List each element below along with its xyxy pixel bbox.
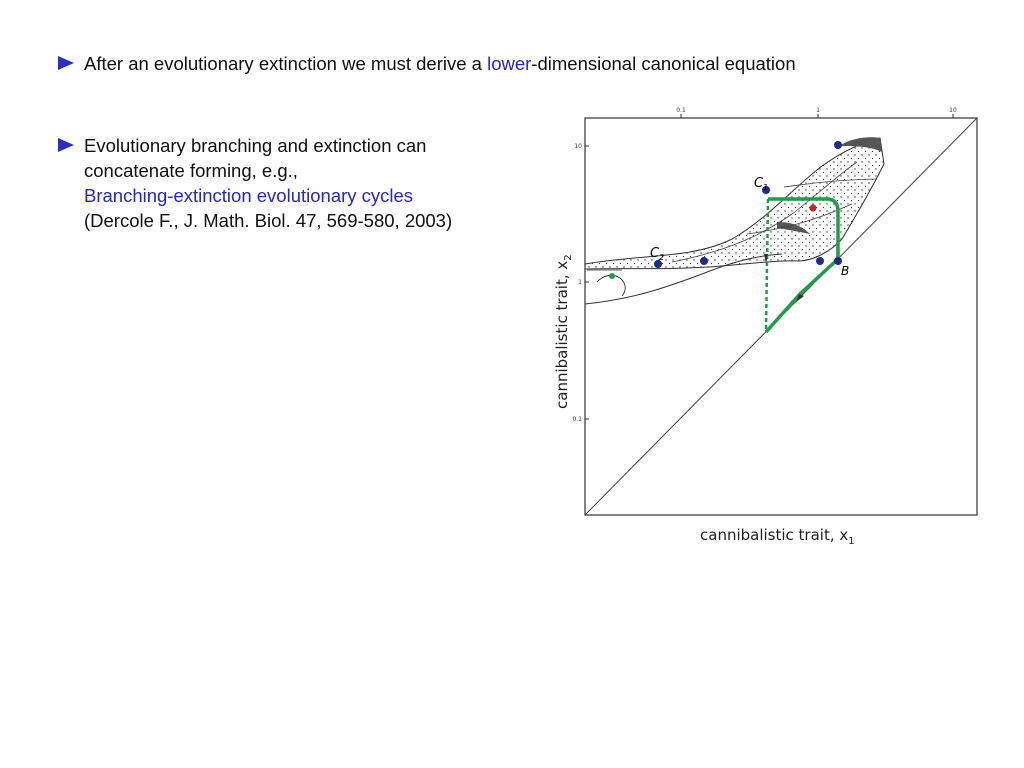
point-green bbox=[609, 273, 615, 279]
cycle-arrowhead-icon bbox=[764, 254, 768, 264]
text-post: -dimensional canonical equation bbox=[531, 53, 796, 74]
inner-curve bbox=[783, 178, 878, 188]
text-line-citation: (Dercole F., J. Math. Biol. 47, 569-580,… bbox=[84, 210, 453, 231]
dotted-coexistence-region bbox=[584, 137, 885, 270]
bullet-extinction: After an evolutionary extinction we must… bbox=[58, 51, 796, 76]
point-top bbox=[834, 141, 842, 149]
bullet-arrow-icon bbox=[58, 56, 74, 70]
left-axis-ticks: 10 1 0.1 bbox=[572, 143, 589, 423]
bullet-text: After an evolutionary extinction we must… bbox=[84, 51, 796, 76]
bullet-branching: Evolutionary branching and extinction ca… bbox=[58, 133, 528, 233]
point-branching bbox=[700, 257, 708, 265]
top-tick-label: 10 bbox=[949, 107, 957, 114]
point-left-of-b bbox=[816, 257, 824, 265]
top-tick-label: 1 bbox=[816, 107, 820, 114]
text-pre: After an evolutionary extinction we must… bbox=[84, 53, 488, 74]
cycle-solid-path bbox=[764, 197, 840, 334]
top-axis-ticks: 0.1 1 10 bbox=[676, 107, 957, 118]
lower-boundary-curve bbox=[584, 253, 783, 305]
text-line-2: concatenate forming, e.g., bbox=[84, 160, 298, 181]
inner-curve bbox=[671, 161, 858, 263]
label-c2: C2 bbox=[650, 246, 664, 262]
point-c2 bbox=[654, 260, 662, 268]
bifurcation-figure: 0.1 1 10 10 1 0.1 C1 C2 bbox=[553, 107, 978, 547]
cycle-dashed-path bbox=[764, 198, 770, 333]
point-b bbox=[834, 257, 842, 265]
bullet-text: Evolutionary branching and extinction ca… bbox=[84, 133, 452, 233]
dark-region-mid bbox=[777, 222, 810, 234]
left-tick-label: 1 bbox=[578, 279, 582, 286]
text-highlight-lower: lower bbox=[487, 53, 532, 74]
point-c1 bbox=[762, 186, 770, 194]
left-loop-curve bbox=[596, 274, 626, 297]
text-line-cycles: Branching-extinction evolutionary cycles bbox=[84, 185, 414, 206]
left-tick-label: 10 bbox=[574, 143, 582, 150]
top-tick-label: 0.1 bbox=[676, 107, 686, 114]
y-axis-label: cannibalistic trait, x2 bbox=[553, 254, 574, 409]
plot-frame bbox=[584, 117, 978, 516]
dark-region-top bbox=[839, 137, 882, 152]
x-axis-label: cannibalistic trait, x1 bbox=[700, 526, 855, 547]
point-red bbox=[809, 204, 817, 212]
cycle-arrowhead-icon bbox=[796, 294, 804, 302]
label-c1: C1 bbox=[754, 176, 768, 192]
bullet-arrow-icon bbox=[58, 138, 74, 152]
text-line-1: Evolutionary branching and extinction ca… bbox=[84, 135, 427, 156]
left-tick-label: 0.1 bbox=[572, 416, 582, 423]
label-b: B bbox=[841, 264, 849, 278]
